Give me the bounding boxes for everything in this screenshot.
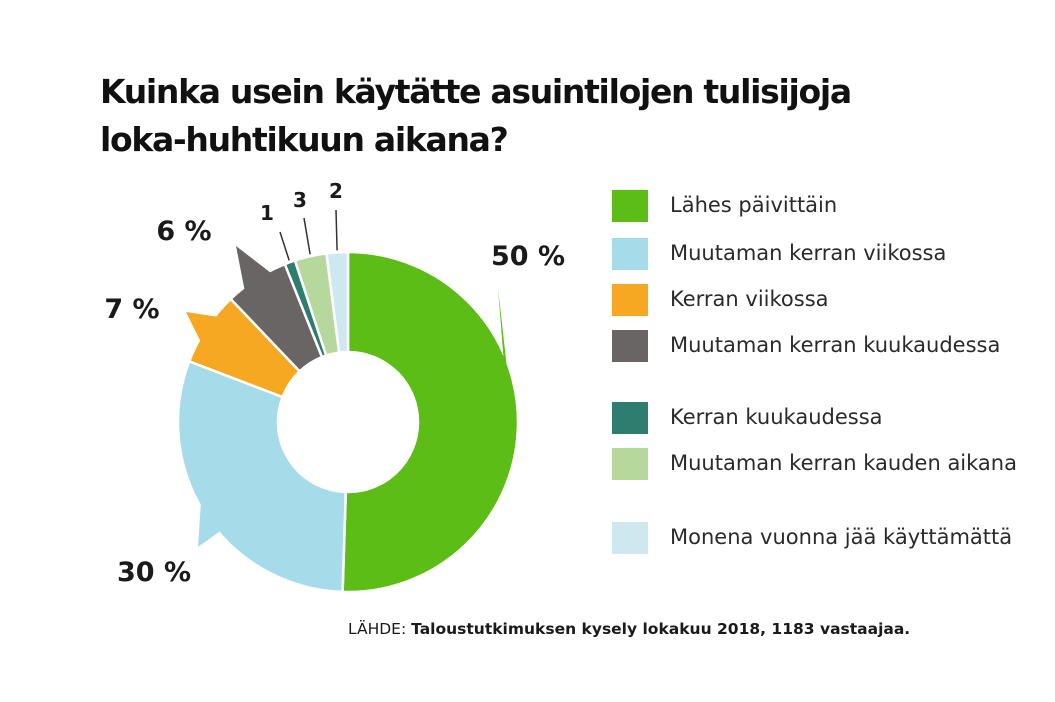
source-prefix: LÄHDE: <box>348 620 407 638</box>
source-text: Taloustutkimuksen kysely lokakuu 2018, 1… <box>411 620 911 638</box>
legend-swatch <box>612 448 648 480</box>
value-label-kerran-viikossa: 7 % <box>104 294 159 325</box>
slice-monena-vuonna-jaa-kayttamatta <box>325 250 350 354</box>
source-note: LÄHDE: Taloustutkimuksen kysely lokakuu … <box>348 620 910 638</box>
leader-line-muutaman-kerran-kauden-aikana <box>303 217 311 255</box>
value-label-muutaman-kerran-viikossa: 30 % <box>117 557 191 588</box>
legend-swatch <box>612 190 648 222</box>
callout-kerran-viikossa <box>186 312 222 346</box>
value-label-muutaman-kerran-kauden-aikana: 3 <box>293 188 307 212</box>
value-label-kerran-kuukaudessa: 1 <box>260 201 274 225</box>
legend-label: Muutaman kerran viikossa <box>670 241 947 265</box>
leader-line-kerran-kuukaudessa <box>279 231 290 261</box>
chart-title: Kuinka usein käytätte asuintilojen tulis… <box>100 72 852 159</box>
value-label-muutaman-kerran-kuukaudessa: 6 % <box>156 216 211 247</box>
callout-lahes-paivittain <box>498 288 512 445</box>
legend-label: Kerran kuukaudessa <box>670 405 883 429</box>
legend-swatch <box>612 522 648 554</box>
callout-muutaman-kerran-viikossa <box>198 495 224 547</box>
legend-swatch <box>612 238 648 270</box>
legend-swatch <box>612 330 648 362</box>
legend-swatch <box>612 284 648 316</box>
legend-label: Muutaman kerran kuukaudessa <box>670 333 1001 357</box>
slice-muutaman-kerran-viikossa <box>176 359 348 594</box>
legend-label: Lähes päivittäin <box>670 193 838 217</box>
donut-chart: 50 % 30 % 7 % 6 % 13 2 <box>104 179 565 594</box>
legend-label: Muutaman kerran kauden aikana <box>670 451 1017 475</box>
slice-lahes-paivittain <box>341 250 520 594</box>
legend-label: Kerran viikossa <box>670 287 829 311</box>
value-label-monena-vuonna-jaa-kayttamatta: 2 <box>329 179 343 203</box>
value-label-lahes-paivittain: 50 % <box>491 241 565 272</box>
legend-swatch <box>612 402 648 434</box>
callout-muutaman-kerran-kuukaudessa <box>236 246 275 295</box>
leader-line-monena-vuonna-jaa-kayttamatta <box>335 209 338 251</box>
legend-label: Monena vuonna jää käyttämättä <box>670 525 1013 549</box>
